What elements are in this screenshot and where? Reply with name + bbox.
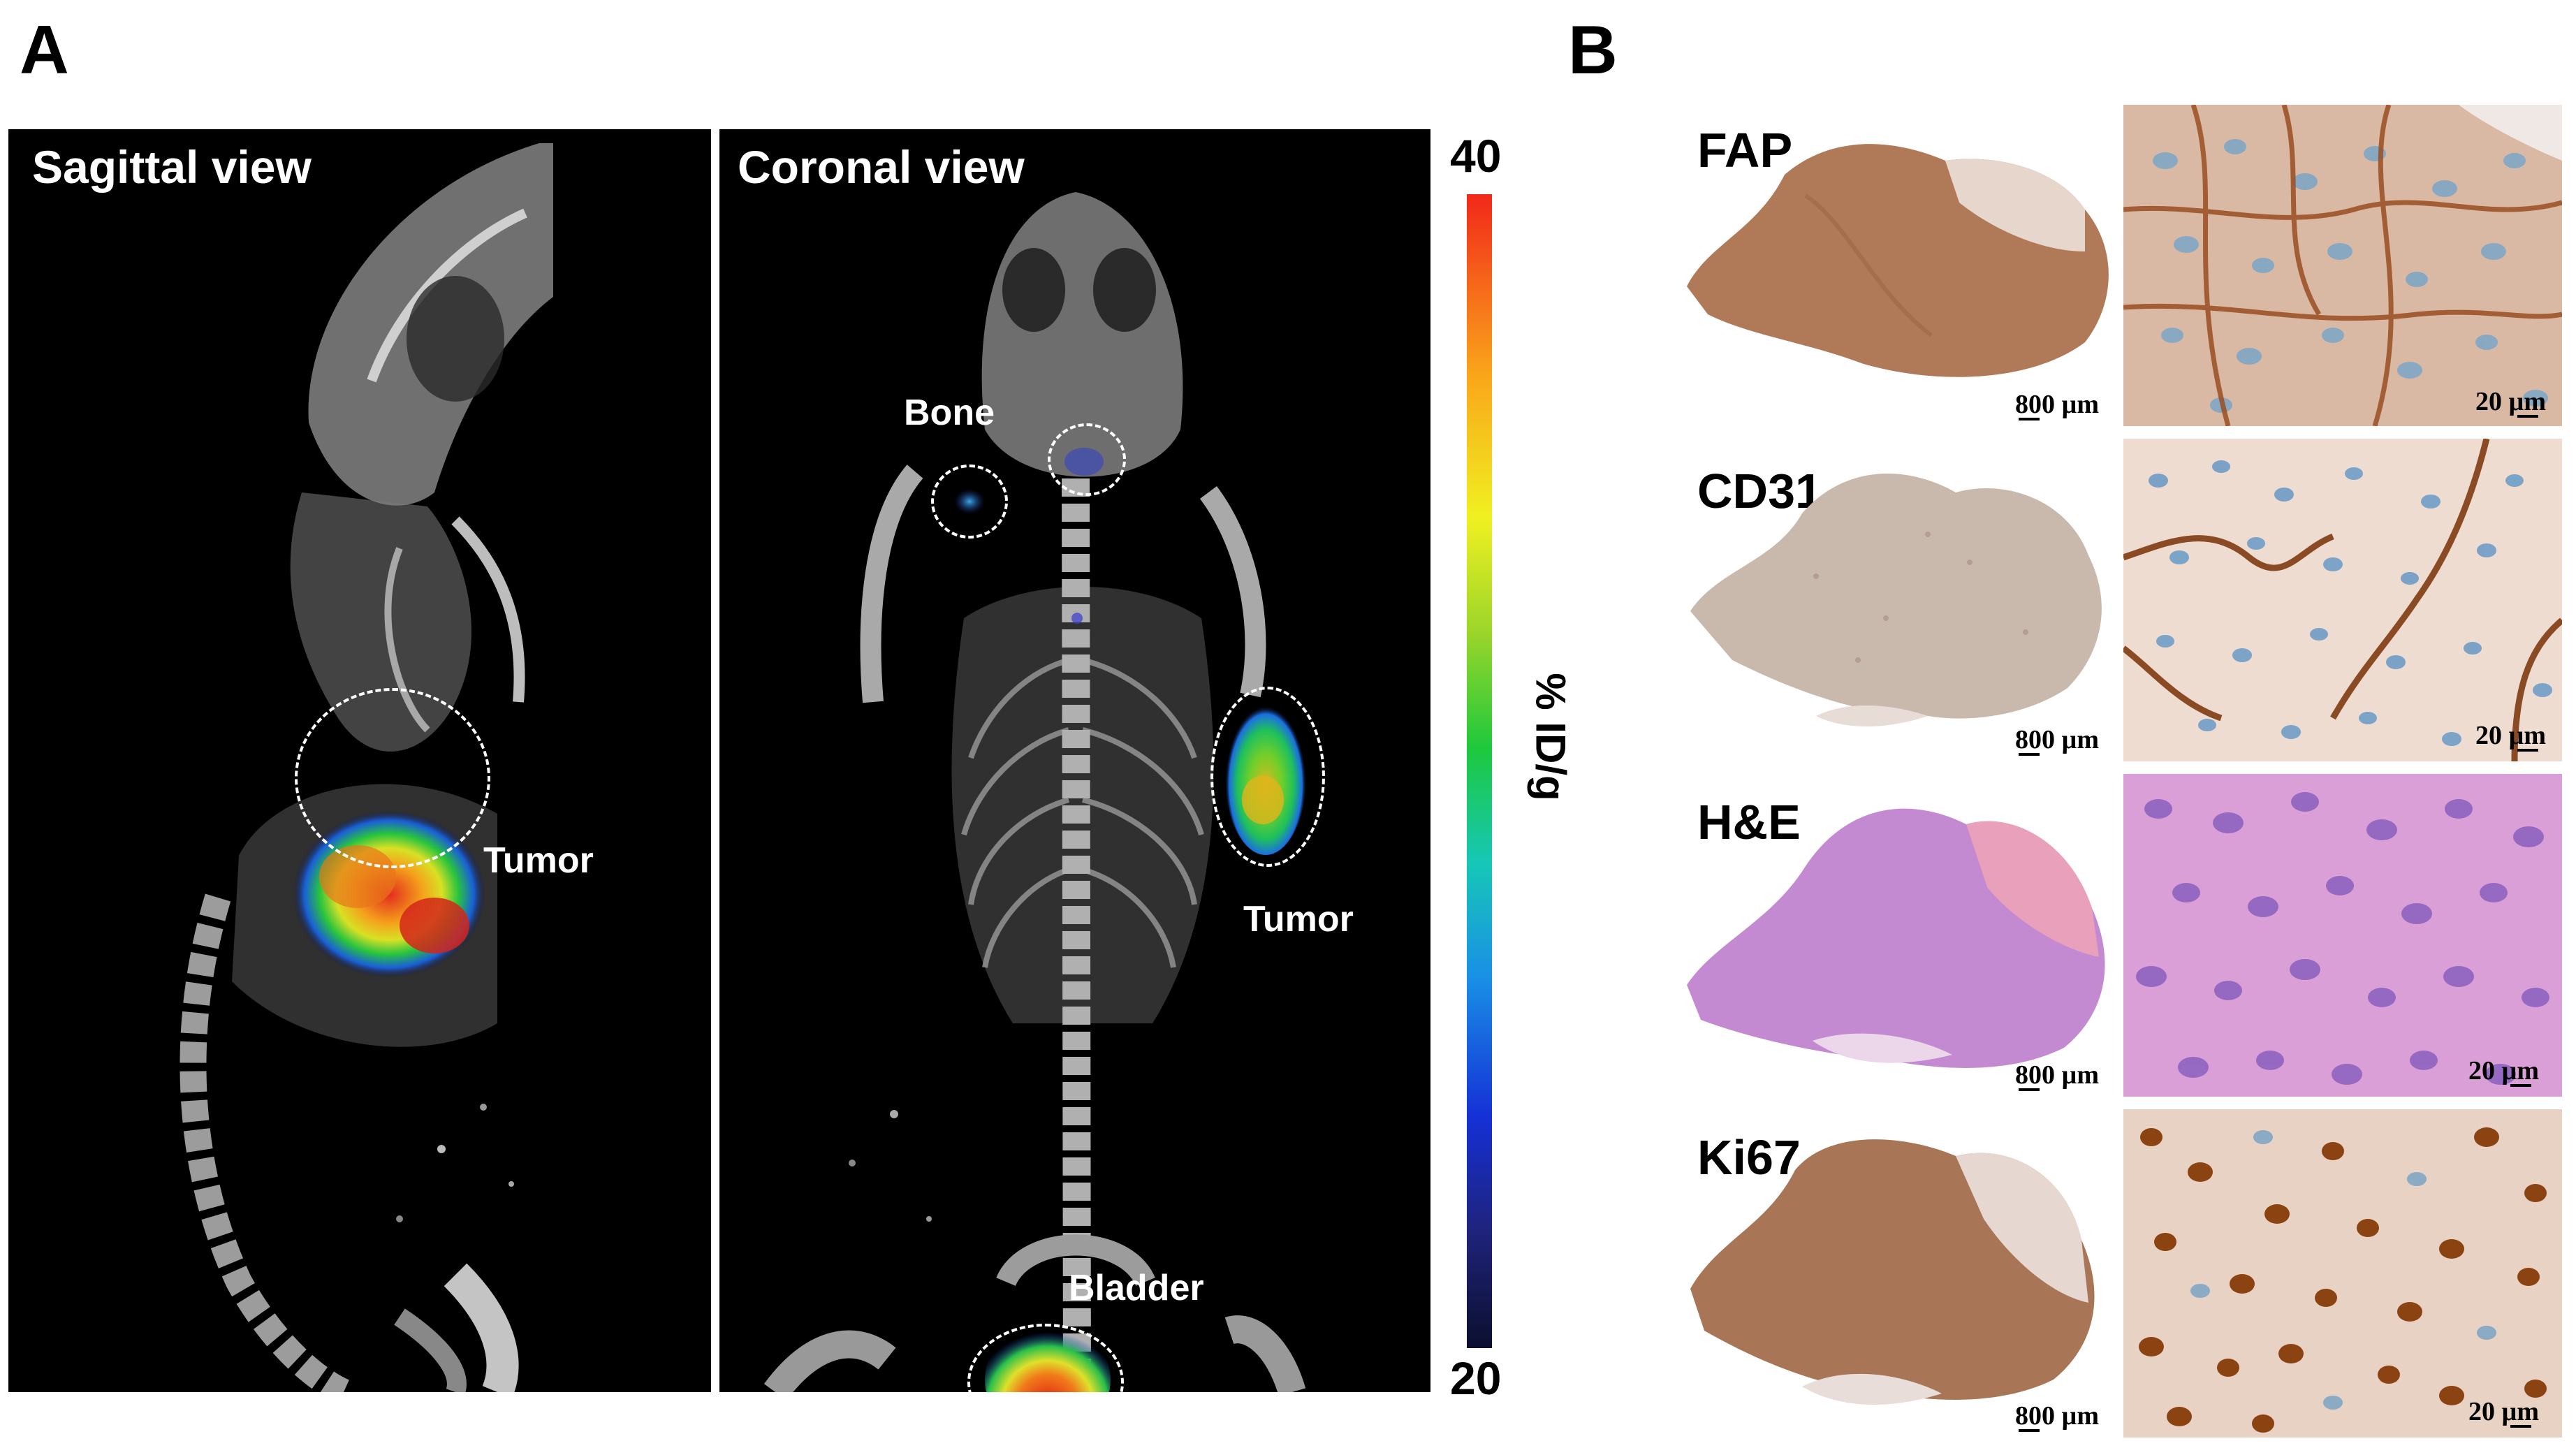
- coronal-bone-roi-circle-center: [1048, 423, 1126, 496]
- fap-scale-high-label: 20 µm: [2475, 387, 2547, 416]
- stain-label-ki67: Ki67: [1697, 1130, 1801, 1185]
- colorbar: [1467, 194, 1492, 1348]
- fap-scale-low-bar: [2019, 418, 2040, 420]
- ki67-scale-high-bar: [2510, 1425, 2531, 1428]
- cd31-scale-high-bar: [2517, 749, 2538, 752]
- he-scale-low-label: 800 µm: [2015, 1060, 2100, 1090]
- coronal-tumor-label: Tumor: [1243, 899, 1354, 939]
- colorbar-min-label: 20: [1450, 1352, 1502, 1404]
- stain-label-he: H&E: [1697, 795, 1801, 849]
- fap-high-mag-image: [2123, 105, 2562, 426]
- coronal-bladder-label: Bladder: [1069, 1268, 1204, 1308]
- sagittal-tumor-label: Tumor: [483, 840, 594, 881]
- stain-label-fap: FAP: [1697, 123, 1793, 177]
- cd31-high-mag-image: [2123, 439, 2562, 761]
- fap-scale-high-bar: [2517, 415, 2538, 418]
- he-whole-section: [1687, 808, 2105, 1068]
- cd31-scale-high-label: 20 µm: [2475, 721, 2547, 750]
- he-scale-high-bar: [2510, 1084, 2531, 1087]
- coronal-tumor-roi-circle: [1210, 687, 1325, 867]
- cd31-scale-low-bar: [2019, 753, 2040, 756]
- colorbar-unit-label: % ID/g: [1528, 673, 1574, 801]
- ki67-whole-section: [1690, 1139, 2095, 1405]
- fap-scale-low-label: 800 µm: [2015, 390, 2100, 419]
- coronal-bladder-roi-circle: [967, 1324, 1124, 1441]
- ki67-scale-high-label: 20 µm: [2468, 1397, 2540, 1426]
- ki67-scale-low-bar: [2019, 1429, 2040, 1432]
- stain-label-cd31: CD31: [1697, 464, 1822, 518]
- panel-a-letter: A: [20, 11, 69, 88]
- coronal-bone-label: Bone: [904, 393, 995, 433]
- sagittal-tumor-roi-circle: [295, 688, 490, 868]
- sagittal-view-title: Sagittal view: [32, 141, 312, 193]
- panel-b-letter: B: [1568, 11, 1618, 88]
- fap-whole-section: [1687, 144, 2109, 377]
- coronal-bone-roi-circle-left: [931, 465, 1008, 539]
- he-scale-low-bar: [2019, 1088, 2040, 1091]
- coronal-skeleton-render: [763, 192, 1306, 1392]
- ki67-scale-low-label: 800 µm: [2015, 1401, 2100, 1431]
- cd31-scale-low-label: 800 µm: [2015, 725, 2100, 754]
- colorbar-max-label: 40: [1450, 130, 1502, 182]
- colorbar-unit-wrapper: % ID/g: [1460, 673, 1641, 800]
- ki67-high-mag-image: [2123, 1109, 2562, 1438]
- coronal-view-title: Coronal view: [738, 141, 1025, 193]
- he-scale-high-label: 20 µm: [2468, 1056, 2540, 1085]
- he-high-mag-image: [2123, 774, 2562, 1097]
- cd31-whole-section: [1690, 473, 2102, 726]
